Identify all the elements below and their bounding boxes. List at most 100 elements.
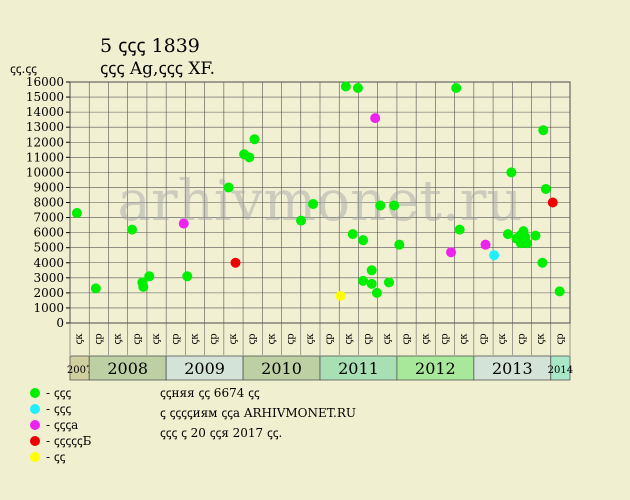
data-point	[144, 271, 155, 282]
legend-swatch	[30, 452, 40, 462]
x-tick-label: ꞔр	[170, 333, 181, 344]
data-point	[138, 281, 149, 292]
data-point	[375, 200, 386, 211]
legend-item: - ꞔꞔꞔa	[30, 418, 78, 432]
x-tick-label: ꞔк	[497, 333, 508, 345]
legend-label: - ꞔꞔꞔꞔꞔБ	[46, 434, 92, 448]
data-point	[296, 215, 307, 226]
year-label: 2014	[548, 365, 573, 376]
x-tick-label: ꞔр	[286, 333, 297, 344]
x-tick-label: ꞔк	[190, 333, 201, 345]
data-point	[347, 229, 358, 240]
legend-swatch	[30, 436, 40, 446]
year-band	[550, 355, 571, 381]
year-band	[242, 355, 321, 381]
year-label: 2007	[67, 365, 92, 376]
y-tick-label: 15000	[26, 90, 64, 104]
data-point	[370, 113, 381, 124]
x-tick-label: ꞔк	[74, 333, 85, 345]
year-band	[396, 355, 475, 381]
x-tick-label: ꞔр	[209, 333, 220, 344]
note-date: ꞔꞔꞔ ꞔ 20 ꞔꞔя 2017 ꞔꞔ.	[160, 426, 283, 440]
data-point	[371, 287, 382, 298]
x-tick-label: ꞔр	[132, 333, 143, 344]
chart-subtitle: ꞔꞔꞔ Ag,ꞔꞔꞔ XF.	[100, 59, 215, 79]
y-tick-label: 14000	[26, 105, 64, 119]
data-point	[521, 238, 532, 249]
y-tick-label: 7000	[33, 211, 64, 225]
legend-label: - ꞔꞔꞔa	[46, 418, 79, 432]
x-tick-label: ꞔр	[247, 333, 258, 344]
data-point	[335, 290, 346, 301]
data-point	[244, 152, 255, 163]
watermark: arhivmonet.ru	[118, 169, 523, 234]
data-point	[182, 271, 193, 282]
y-tick-label: 4000	[33, 256, 64, 270]
legend-swatch	[30, 420, 40, 430]
year-label: 2009	[184, 359, 225, 378]
y-axis-unit-label: ꞔꞔ.ꞔꞔ	[10, 62, 37, 76]
data-point	[538, 125, 549, 136]
year-band	[165, 355, 244, 381]
data-point	[230, 257, 241, 268]
year-label: 2010	[261, 359, 302, 378]
legend-item: - ꞔꞔꞔ	[30, 386, 71, 400]
y-tick-label: 1000	[33, 301, 64, 315]
data-point	[489, 250, 500, 261]
legend-label: - ꞔꞔꞔ	[46, 402, 72, 416]
y-tick-label: 8000	[33, 196, 64, 210]
data-point	[446, 247, 457, 258]
data-point	[389, 200, 400, 211]
legend-label: - ꞔꞔꞔ	[46, 386, 72, 400]
y-tick-label: 12000	[26, 135, 64, 149]
legend-swatch	[30, 404, 40, 414]
legend-label: - ꞔꞔ	[46, 450, 66, 464]
y-tick-label: 13000	[26, 120, 64, 134]
x-tick-label: ꞔк	[113, 333, 124, 345]
x-tick-label: ꞔк	[305, 333, 316, 345]
y-tick-label: 3000	[33, 271, 64, 285]
data-point	[537, 257, 548, 268]
data-point	[480, 239, 491, 250]
x-tick-label: ꞔк	[228, 333, 239, 345]
data-point	[358, 275, 369, 286]
data-point	[127, 224, 138, 235]
x-tick-label: ꞔк	[266, 333, 277, 345]
data-point	[223, 182, 234, 193]
y-tick-label: 9000	[33, 180, 64, 194]
y-tick-label: 5000	[33, 241, 64, 255]
note-source: ꞔ ꞔꞔꞔꞔиям ꞔꞔa ARHIVMONET.RU	[160, 406, 356, 420]
year-label: 2011	[338, 359, 379, 378]
data-point	[502, 229, 513, 240]
y-tick-label: 6000	[33, 226, 64, 240]
data-point	[530, 230, 541, 241]
y-tick-label: 0	[56, 316, 64, 330]
x-tick-label: ꞔк	[536, 333, 547, 345]
chart-title: 5 ꞔꞔꞔ 1839	[100, 35, 200, 57]
x-tick-label: ꞔк	[382, 333, 393, 345]
y-tick-label: 2000	[33, 286, 64, 300]
data-point	[340, 81, 351, 92]
x-tick-label: ꞔр	[93, 333, 104, 344]
x-tick-label: ꞔк	[151, 333, 162, 345]
year-label: 2008	[107, 359, 148, 378]
data-point	[352, 83, 363, 94]
x-tick-label: ꞔр	[555, 333, 566, 344]
year-band	[88, 355, 167, 381]
year-band	[319, 355, 398, 381]
data-point	[71, 208, 82, 219]
x-tick-label: ꞔр	[324, 333, 335, 344]
data-point	[451, 83, 462, 94]
x-tick-label: ꞔк	[343, 333, 354, 345]
data-point	[554, 286, 565, 297]
x-tick-label: ꞔк	[459, 333, 470, 345]
data-point	[90, 283, 101, 294]
legend-item: - ꞔꞔꞔꞔꞔБ	[30, 434, 92, 448]
data-point	[506, 167, 517, 178]
data-point	[454, 224, 465, 235]
data-point	[358, 235, 369, 246]
x-tick-label: ꞔк	[420, 333, 431, 345]
year-band	[473, 355, 552, 381]
data-point	[366, 265, 377, 276]
data-point	[366, 278, 377, 289]
